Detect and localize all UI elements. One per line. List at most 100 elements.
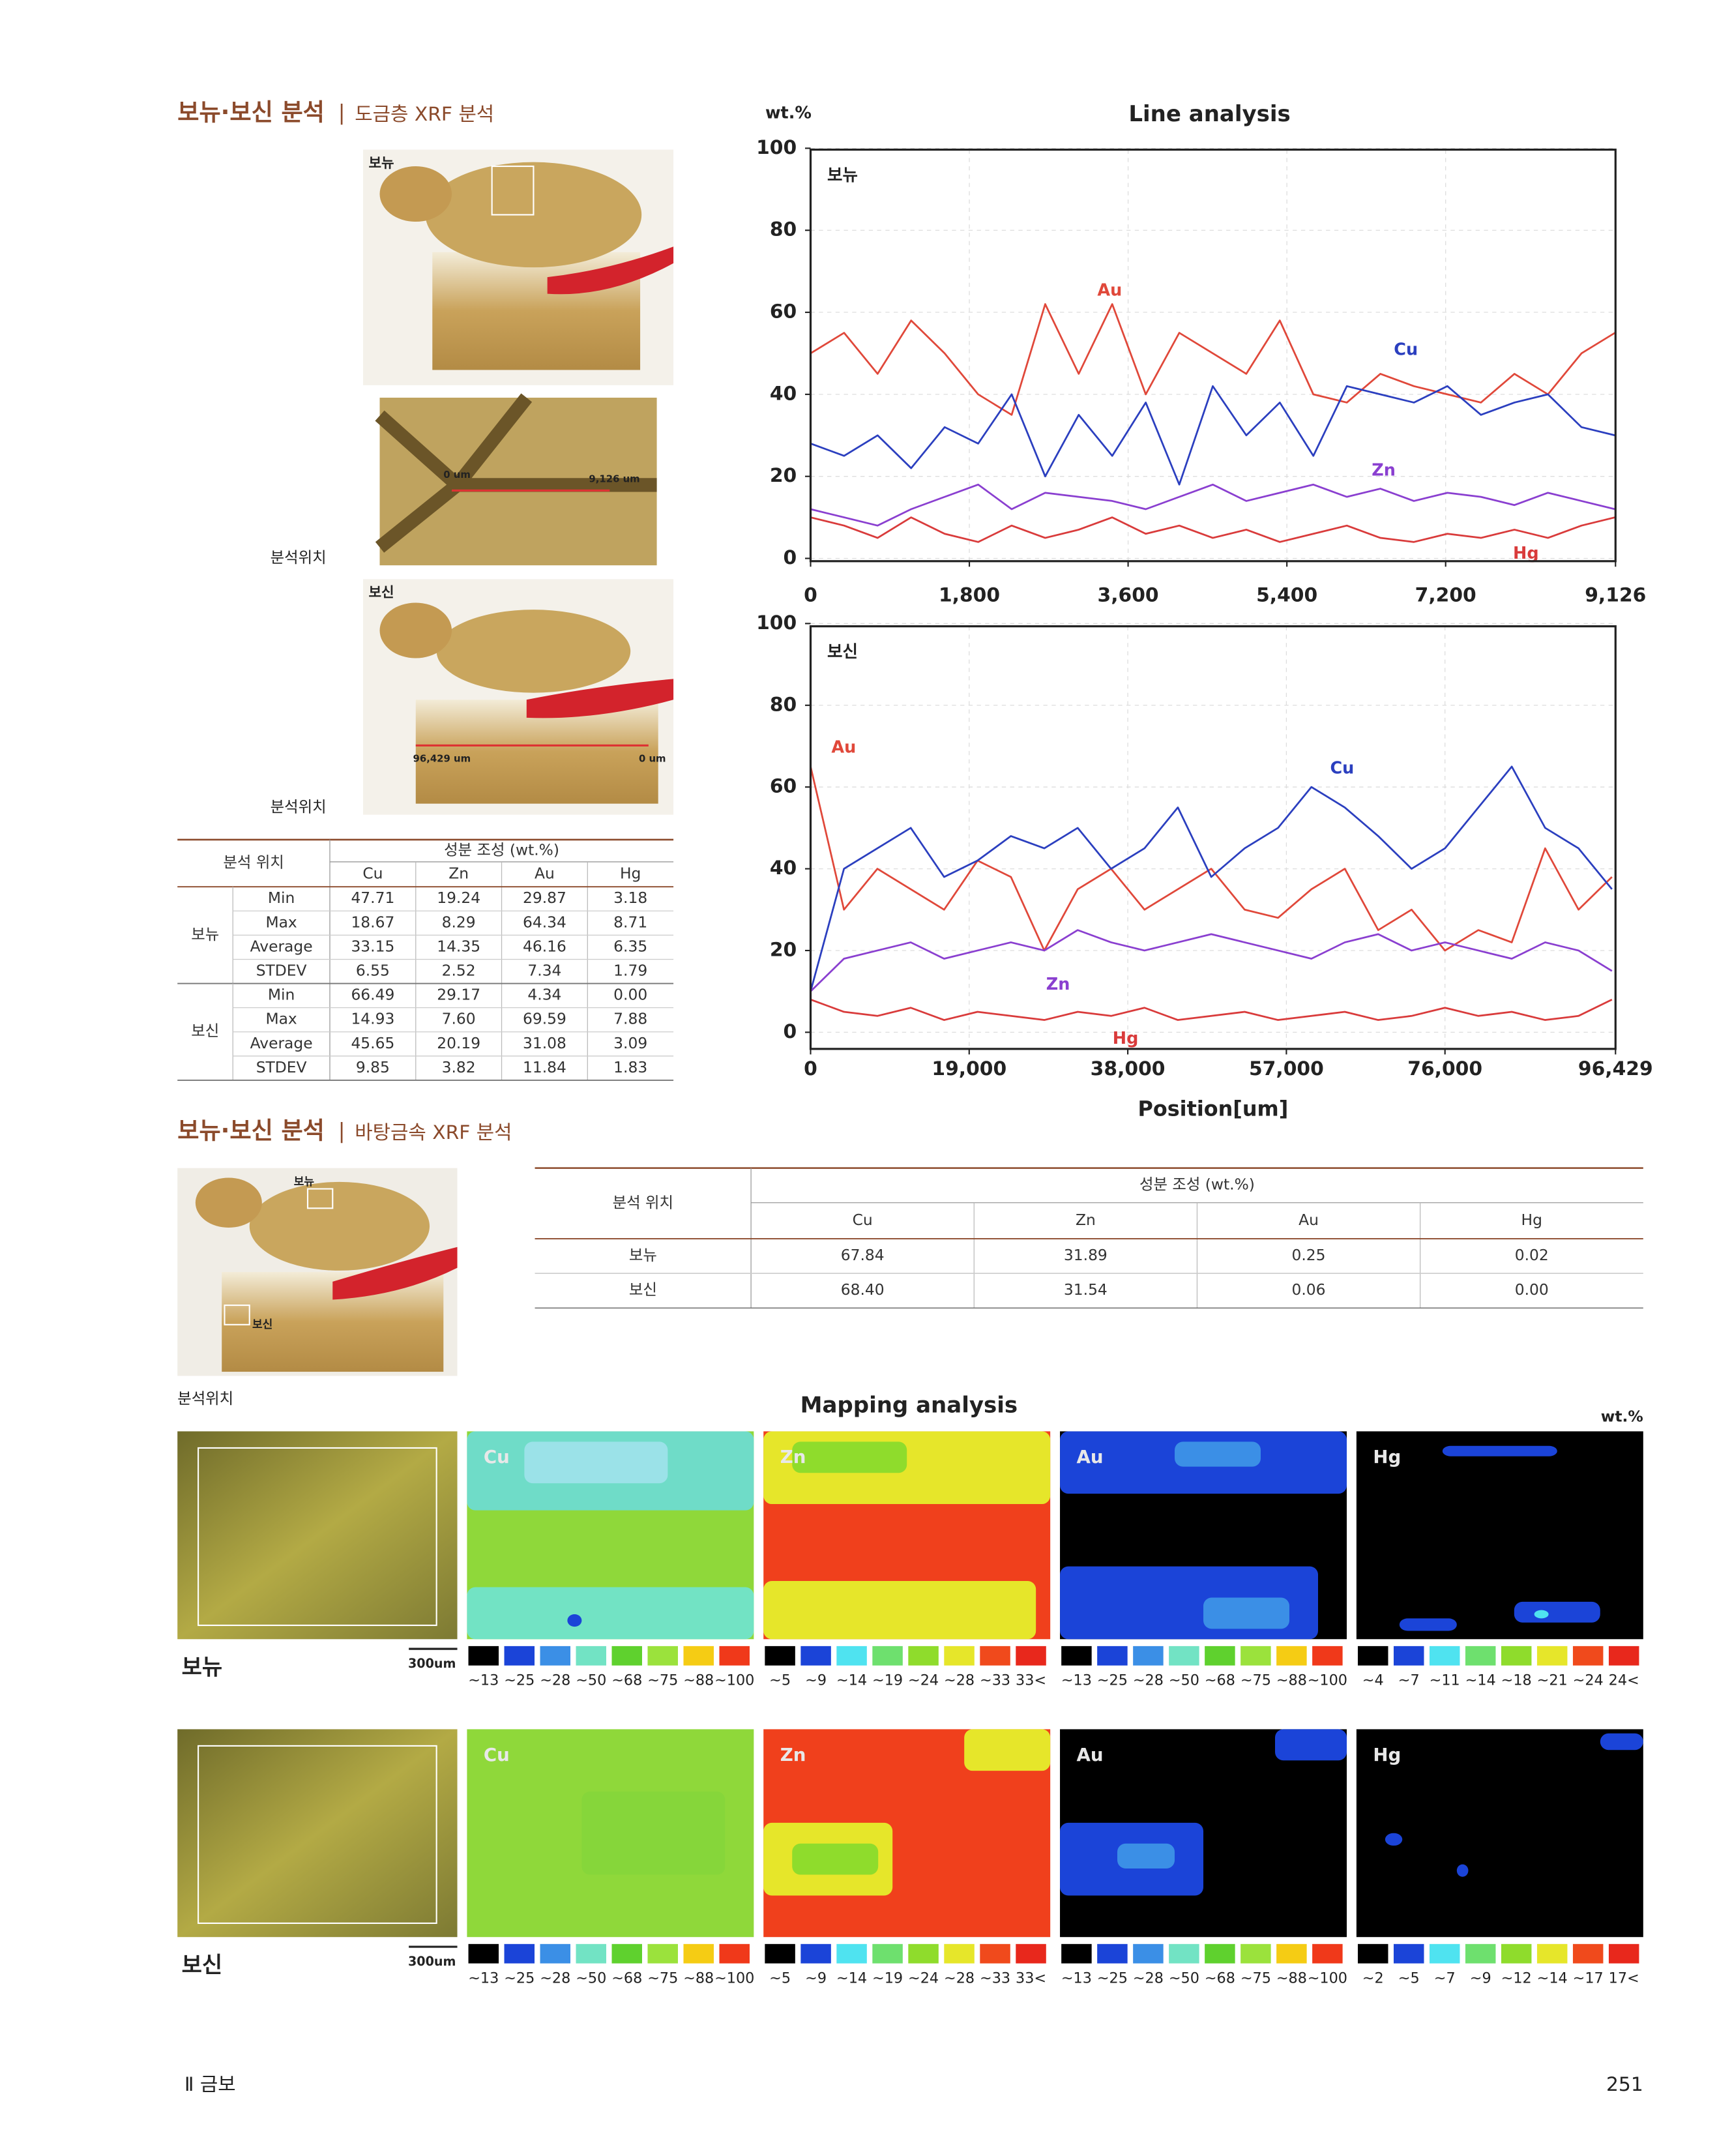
legend-label: ~75 — [647, 1672, 678, 1689]
map-region — [524, 1441, 668, 1484]
plot-frame — [809, 148, 1617, 563]
x-tick-label: 7,200 — [1415, 583, 1476, 606]
group-name: 보신 — [191, 1022, 219, 1040]
map-region — [1203, 1597, 1289, 1629]
y-tick-label: 0 — [784, 1020, 797, 1043]
legend-label: ~100 — [714, 1970, 754, 1986]
series-line — [810, 929, 1613, 992]
legend-swatch — [647, 1943, 678, 1964]
legend-label: ~7 — [1398, 1672, 1420, 1689]
table-header: 분석 위치 — [613, 1193, 673, 1211]
legend-swatch — [1501, 1646, 1532, 1666]
legend-label: ~13 — [468, 1672, 499, 1689]
x-tick-label: 19,000 — [932, 1057, 1006, 1080]
legend-swatch — [1061, 1646, 1092, 1666]
legend-label: ~50 — [576, 1970, 606, 1986]
legend-swatch — [1608, 1943, 1639, 1964]
legend-swatch — [800, 1943, 831, 1964]
y-tick-label: 60 — [770, 301, 797, 323]
y-tick-label: 100 — [756, 612, 797, 634]
series-line — [810, 516, 1615, 543]
row-label: Average — [250, 937, 313, 955]
legend-swatch — [540, 1646, 571, 1666]
legend-swatch — [908, 1943, 939, 1964]
element-label: Zn — [780, 1744, 806, 1765]
column-header: Au — [1299, 1211, 1319, 1229]
cell-text: 0.06 — [1292, 1280, 1326, 1299]
panel-label: 보뉴 — [827, 166, 858, 185]
photo-label: 보신 — [369, 585, 394, 601]
y-tick-label: 40 — [770, 382, 797, 405]
legend-label: ~88 — [683, 1970, 714, 1986]
photo-side — [363, 579, 674, 815]
cell-text: 2.52 — [442, 962, 476, 980]
legend-label: ~100 — [1308, 1672, 1347, 1689]
legend-label: ~100 — [1308, 1970, 1347, 1986]
legend-label: ~14 — [836, 1672, 867, 1689]
legend-swatch — [765, 1646, 795, 1666]
series-label: Cu — [1330, 759, 1354, 778]
measure-label: 96,429 um — [413, 753, 471, 765]
cell-text: 6.55 — [356, 962, 390, 980]
column-header: Hg — [620, 864, 641, 883]
cell-text: 67.84 — [841, 1246, 885, 1264]
legend-label: ~5 — [769, 1672, 791, 1689]
y-tick-label: 80 — [770, 218, 797, 241]
legend-swatch — [647, 1646, 678, 1666]
row-label: 보뉴 — [629, 1246, 657, 1264]
page-number: 251 — [1606, 2073, 1643, 2096]
legend-label: ~75 — [1240, 1970, 1271, 1986]
legend-swatch — [1205, 1646, 1235, 1666]
legend-swatch — [800, 1646, 831, 1666]
map-region — [1175, 1441, 1261, 1467]
cell-text: 14.35 — [437, 937, 480, 955]
element-label: Au — [1077, 1446, 1104, 1468]
legend-swatch — [944, 1943, 975, 1964]
legend-label: ~68 — [611, 1672, 642, 1689]
separator: | — [338, 100, 345, 125]
x-tick-label: 0 — [804, 1057, 817, 1080]
caption: 분석위치 — [177, 1389, 233, 1408]
legend-label: ~13 — [468, 1970, 499, 1986]
row-label: Max — [265, 913, 297, 931]
legend-swatch — [1276, 1646, 1307, 1666]
legend-label: ~33 — [980, 1970, 1010, 1986]
legend-swatch — [765, 1943, 795, 1964]
legend-swatch — [1312, 1943, 1343, 1964]
legend-swatch — [908, 1646, 939, 1666]
legend-label: ~28 — [540, 1672, 570, 1689]
legend-label: ~50 — [1169, 1672, 1199, 1689]
legend-label: ~24 — [908, 1672, 939, 1689]
element-label: Cu — [484, 1446, 510, 1468]
cell-text: 3.09 — [613, 1034, 647, 1052]
legend-swatch — [611, 1943, 642, 1964]
map-region — [1117, 1843, 1175, 1868]
row-label: 보신 — [182, 1952, 223, 1978]
legend-label: ~75 — [1240, 1672, 1271, 1689]
series-line — [810, 385, 1615, 486]
cell-text: 31.08 — [523, 1034, 566, 1052]
y-tick-label: 40 — [770, 857, 797, 879]
legend-label: ~2 — [1362, 1970, 1384, 1986]
y-tick-label: 60 — [770, 775, 797, 798]
legend-swatch — [1572, 1646, 1604, 1666]
row-label: Average — [250, 1034, 313, 1052]
column-header: Zn — [448, 864, 469, 883]
legend-swatch — [576, 1943, 607, 1964]
map-region — [1456, 1864, 1469, 1877]
measure-label: 0 um — [443, 469, 471, 480]
legend-label: ~50 — [576, 1672, 606, 1689]
legend-label: ~14 — [1465, 1672, 1496, 1689]
legend-swatch — [1240, 1646, 1271, 1666]
cell-text: 29.87 — [523, 889, 566, 907]
legend-label: ~24 — [1573, 1672, 1604, 1689]
cell-text: 0.02 — [1515, 1246, 1549, 1264]
section-title: 보뉴·보신 분석 — [177, 98, 325, 126]
legend-swatch — [576, 1646, 607, 1666]
legend-swatch — [836, 1646, 867, 1666]
chart-title: Line analysis — [1128, 101, 1290, 127]
legend-swatch — [1205, 1943, 1235, 1964]
series-line — [810, 303, 1616, 416]
cell-text: 64.34 — [523, 913, 566, 931]
legend-label: 17< — [1609, 1970, 1639, 1986]
